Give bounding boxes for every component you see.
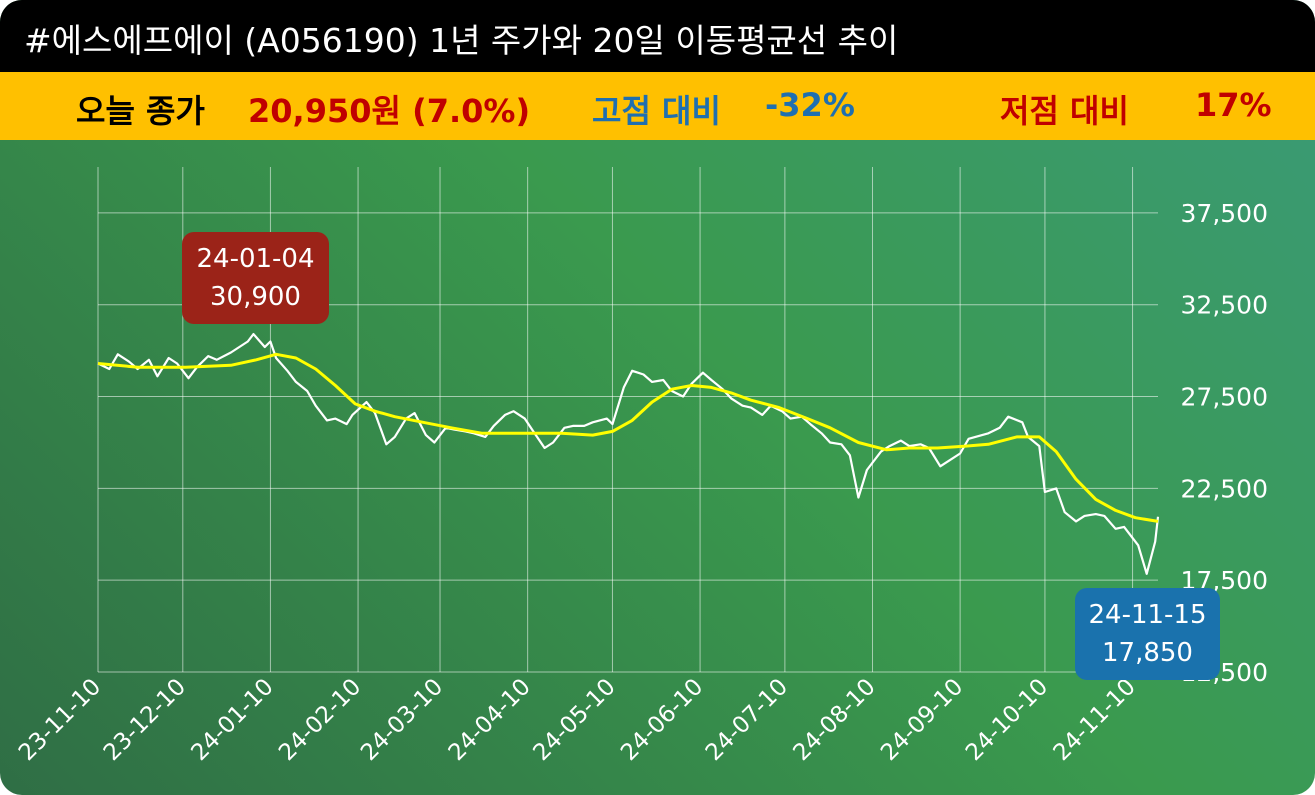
summary-bar: 오늘 종가 20,950원 (7.0%) 고점 대비 -32% 저점 대비 17… xyxy=(0,72,1315,140)
x-tick-label: 24-07-10 xyxy=(701,674,793,766)
x-tick-label: 23-12-10 xyxy=(99,674,191,766)
high-callout-date: 24-01-04 xyxy=(196,244,315,274)
x-tick-label: 23-11-10 xyxy=(14,674,106,766)
x-tick-label: 24-04-10 xyxy=(444,674,536,766)
low-compare-label: 저점 대비 xyxy=(1000,92,1129,130)
low-callout-value: 17,850 xyxy=(1102,638,1193,668)
y-tick-label: 32,500 xyxy=(1181,291,1268,320)
y-tick-label: 27,500 xyxy=(1181,383,1268,412)
high-compare-label: 고점 대비 xyxy=(592,92,721,130)
x-tick-label: 24-02-10 xyxy=(274,674,366,766)
chart-title: #에스에프에이 (A056190) 1년 주가와 20일 이동평균선 추이 xyxy=(24,21,899,60)
x-tick-label: 24-09-10 xyxy=(876,674,968,766)
x-tick-label: 24-10-10 xyxy=(961,674,1053,766)
low-callout-date: 24-11-15 xyxy=(1088,600,1207,630)
x-tick-label: 24-03-10 xyxy=(356,674,448,766)
low-callout: 24-11-15 17,850 xyxy=(1075,588,1220,680)
x-tick-label: 24-06-10 xyxy=(616,674,708,766)
x-tick-label: 24-05-10 xyxy=(528,674,620,766)
high-compare-value: -32% xyxy=(765,86,855,124)
x-tick-label: 24-11-10 xyxy=(1049,674,1141,766)
x-tick-label: 24-08-10 xyxy=(789,674,881,766)
x-tick-label: 24-01-10 xyxy=(186,674,278,766)
price-line xyxy=(97,333,1160,575)
title-bar: #에스에프에이 (A056190) 1년 주가와 20일 이동평균선 추이 xyxy=(0,0,1315,72)
low-compare-value: 17% xyxy=(1195,86,1272,124)
close-label: 오늘 종가 xyxy=(76,92,205,130)
close-value: 20,950원 (7.0%) xyxy=(248,92,531,130)
ma20-line xyxy=(97,352,1159,523)
grid xyxy=(97,167,1158,673)
y-tick-label: 22,500 xyxy=(1181,474,1268,503)
y-tick-label: 37,500 xyxy=(1181,199,1268,228)
x-axis: 23-11-1023-12-1024-01-1024-02-1024-03-10… xyxy=(14,674,1141,766)
high-callout-value: 30,900 xyxy=(210,282,301,312)
high-callout: 24-01-04 30,900 xyxy=(182,232,329,324)
